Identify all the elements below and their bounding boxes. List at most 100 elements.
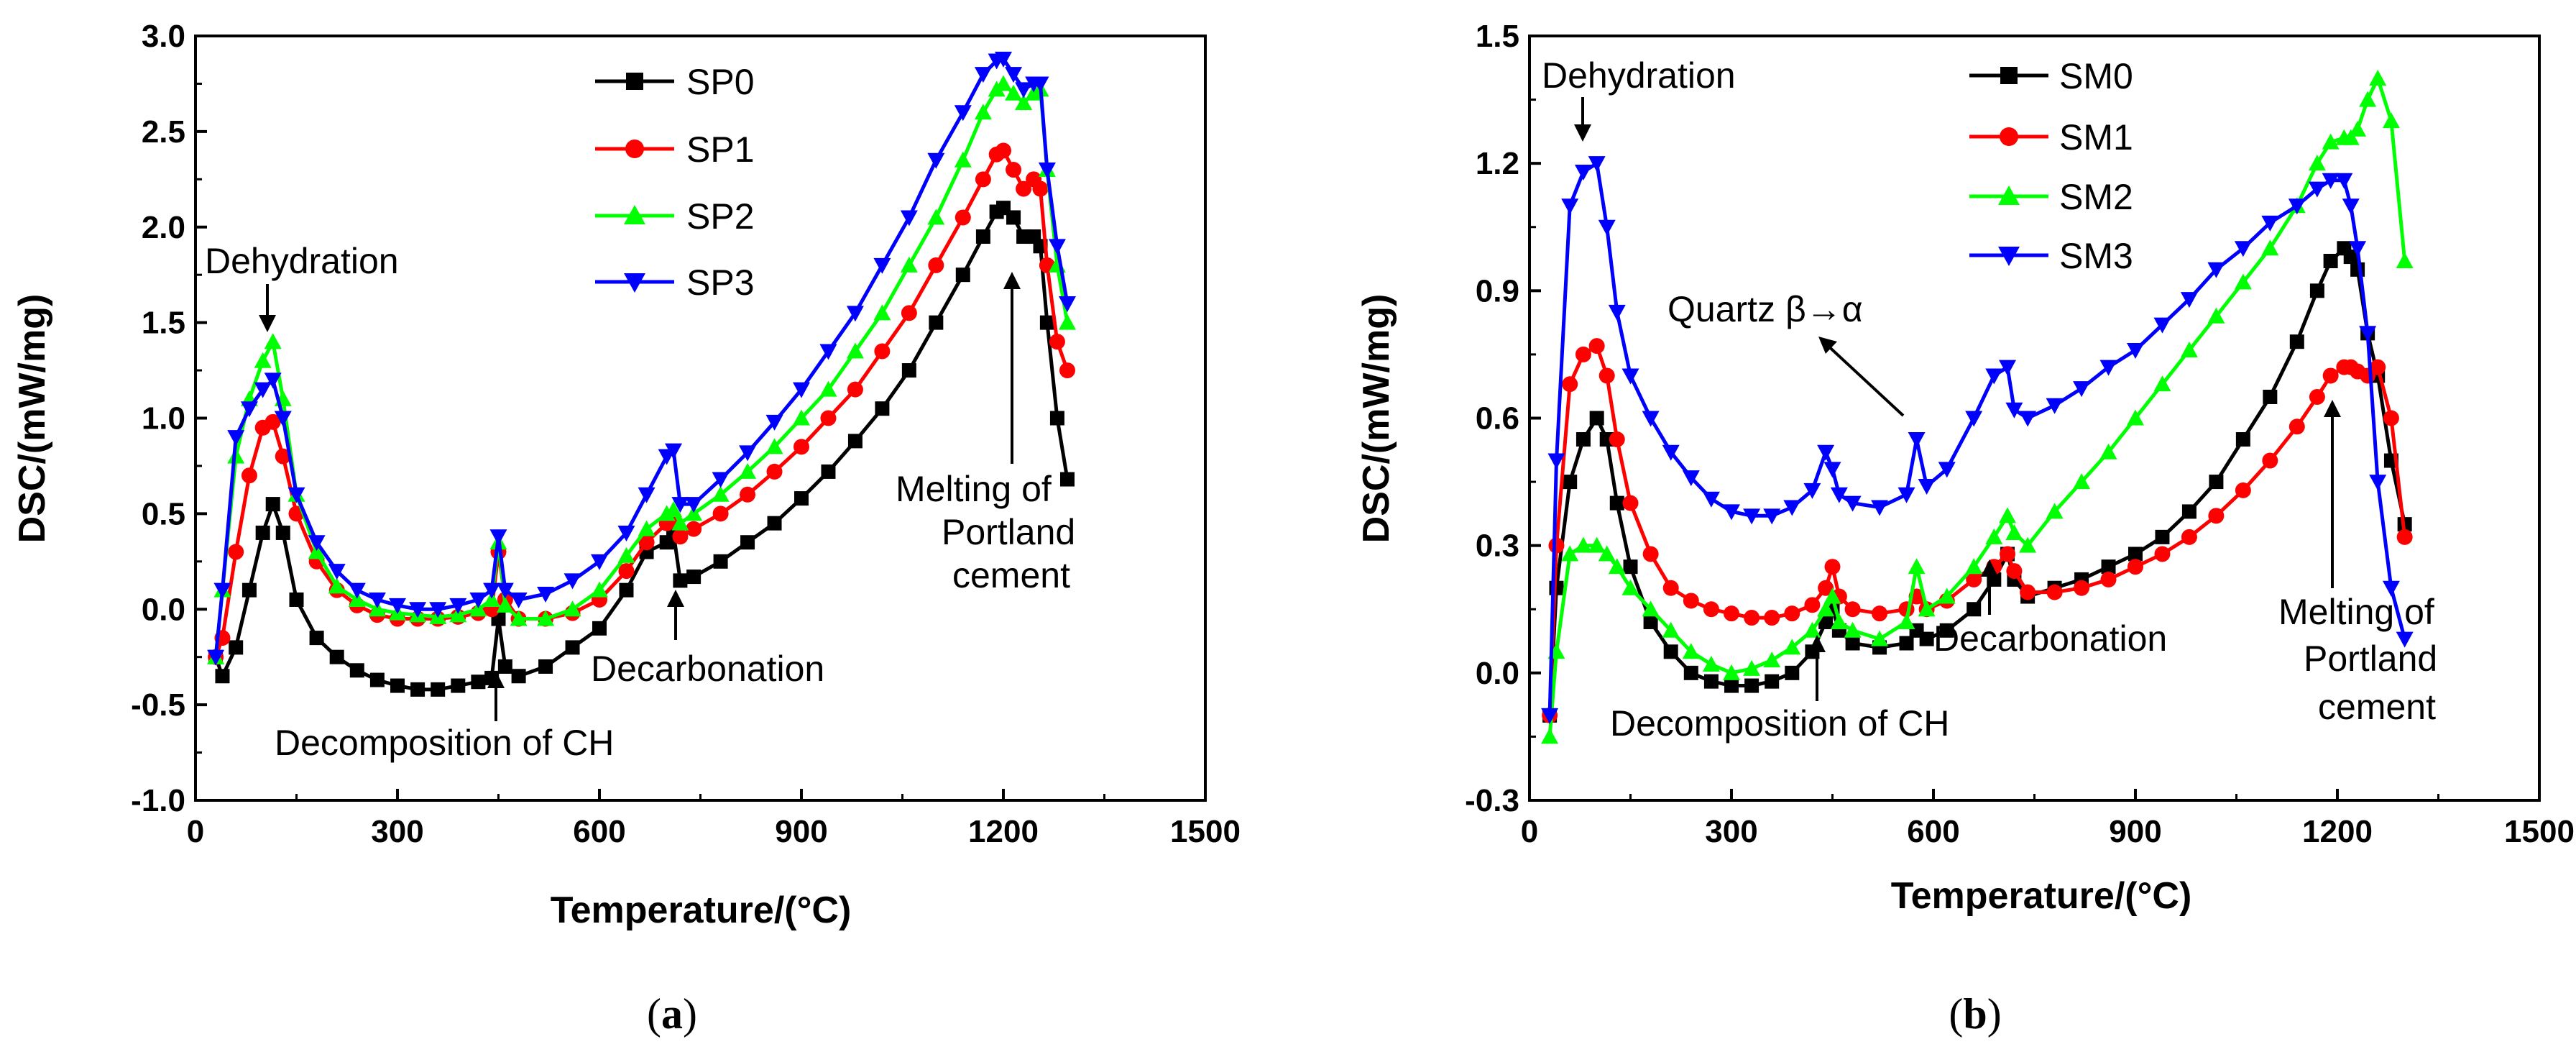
data-point-sm3 (2019, 411, 2037, 427)
data-point-sm3 (1547, 453, 1565, 470)
data-point-sm3 (2153, 317, 2171, 334)
data-point-sp3 (537, 586, 555, 603)
data-point-sm2 (2127, 409, 2144, 426)
data-point-sm0 (1899, 636, 1914, 651)
data-point-sp2 (449, 606, 467, 623)
data-point-sp1 (1016, 180, 1032, 197)
data-point-sp0 (289, 592, 304, 607)
data-point-sp1 (712, 506, 729, 522)
annotation-decomposition-a: Decomposition of CH (275, 723, 614, 763)
data-point-sm1 (1575, 346, 1591, 362)
data-point-sm3 (2342, 198, 2360, 215)
data-point-sp2 (496, 596, 514, 613)
arrowhead-decarbonation-b (1981, 559, 1998, 577)
data-point-sp2 (564, 600, 581, 617)
data-point-sm3 (2322, 173, 2340, 189)
data-point-sm0 (1744, 678, 1760, 693)
data-point-sp3 (671, 497, 689, 513)
data-point-sm0 (1724, 678, 1739, 693)
data-point-sp3 (274, 411, 292, 427)
data-point-sm1 (1683, 593, 1699, 609)
data-point-sp2 (665, 501, 683, 518)
y-tick-label: -1.0 (131, 783, 185, 818)
data-point-sm1 (1784, 605, 1800, 622)
data-point-sp1 (975, 171, 991, 188)
data-point-sp3 (712, 472, 730, 488)
data-point-sp2 (793, 409, 810, 426)
data-point-sm1 (1872, 605, 1888, 622)
data-point-sm0 (2350, 262, 2365, 277)
data-point-sm3 (1662, 444, 1680, 461)
data-point-sm2 (1783, 639, 1801, 655)
data-point-sp2 (308, 543, 326, 559)
data-point-sp1 (901, 305, 917, 321)
data-point-sm2 (2207, 307, 2225, 324)
data-point-sp3 (510, 592, 528, 608)
data-point-sm3 (2308, 181, 2326, 198)
data-point-sm1 (1622, 495, 1639, 511)
data-point-sp2 (1058, 314, 1076, 330)
data-point-sm3 (1823, 462, 1841, 478)
data-point-sm3 (2073, 381, 2091, 398)
data-point-sm2 (1682, 643, 1700, 659)
y-axis-label-a: DSC/(mW/mg) (12, 294, 53, 544)
data-point-sm1 (1548, 537, 1565, 554)
arrowhead-melting-b (2324, 400, 2341, 417)
legend-marker-sm3 (1998, 247, 2020, 266)
legend-label-sp2: SP2 (686, 196, 755, 237)
data-point-sp1 (1049, 334, 1065, 350)
data-point-sm3 (1938, 462, 1956, 478)
x-tick-label: 1200 (968, 814, 1039, 849)
data-point-sm2 (2046, 503, 2064, 519)
legend-label-sp3: SP3 (686, 262, 755, 303)
data-point-sm1 (2046, 584, 2063, 600)
data-point-sm2 (2322, 133, 2340, 150)
data-point-sp1 (820, 410, 837, 426)
data-point-sm2 (1574, 536, 1592, 553)
data-point-sp3 (685, 497, 703, 513)
data-point-sp1 (740, 486, 756, 503)
data-point-sp3 (254, 382, 272, 398)
data-point-sm3 (1898, 487, 1915, 503)
data-point-sp0 (901, 363, 916, 378)
data-point-sp2 (1005, 84, 1023, 101)
data-point-sm0 (1765, 674, 1780, 689)
data-point-sm0 (1683, 665, 1698, 680)
data-point-sp0 (847, 434, 862, 449)
arrow-quartz-b (1823, 341, 1905, 417)
data-point-sp0 (431, 682, 446, 697)
data-point-sm3 (1999, 360, 2017, 376)
data-point-sm0 (1785, 665, 1800, 680)
data-point-sp3 (449, 598, 467, 614)
data-point-sm2 (2073, 473, 2091, 490)
data-point-sp3 (389, 598, 406, 614)
data-point-sp0 (794, 491, 809, 506)
data-point-sp1 (228, 544, 244, 560)
data-point-sp3 (288, 487, 305, 503)
legend-label-sm2: SM2 (2059, 177, 2133, 217)
data-point-sp0 (1049, 411, 1064, 426)
data-point-sm3 (1574, 164, 1592, 180)
data-point-sm2 (1561, 545, 1579, 562)
data-point-sp1 (618, 563, 635, 580)
data-point-sm0 (2343, 250, 2358, 265)
data-point-sp3 (207, 649, 225, 666)
data-point-sp3 (1048, 239, 1066, 255)
data-point-sp3 (429, 602, 447, 618)
data-point-sm3 (2234, 241, 2252, 257)
data-point-sp3 (927, 152, 945, 169)
data-point-sp3 (489, 529, 507, 546)
data-point-sm3 (2261, 215, 2279, 232)
y-tick-label: 1.2 (1476, 146, 1519, 181)
data-point-sp0 (255, 525, 270, 540)
y-tick-label: 0.0 (142, 592, 185, 627)
tick-marks-a (194, 35, 1207, 802)
legend-a: SP0 SP1 SP2 SP3 (595, 62, 755, 303)
data-point-sp1 (638, 534, 655, 551)
data-point-sm2 (1817, 600, 1835, 617)
data-point-sp3 (995, 51, 1012, 68)
y-tick-label: 0.5 (142, 496, 185, 531)
x-tick-label: 900 (775, 814, 827, 849)
data-point-sp1 (275, 448, 291, 465)
data-point-sm2 (2342, 129, 2360, 145)
